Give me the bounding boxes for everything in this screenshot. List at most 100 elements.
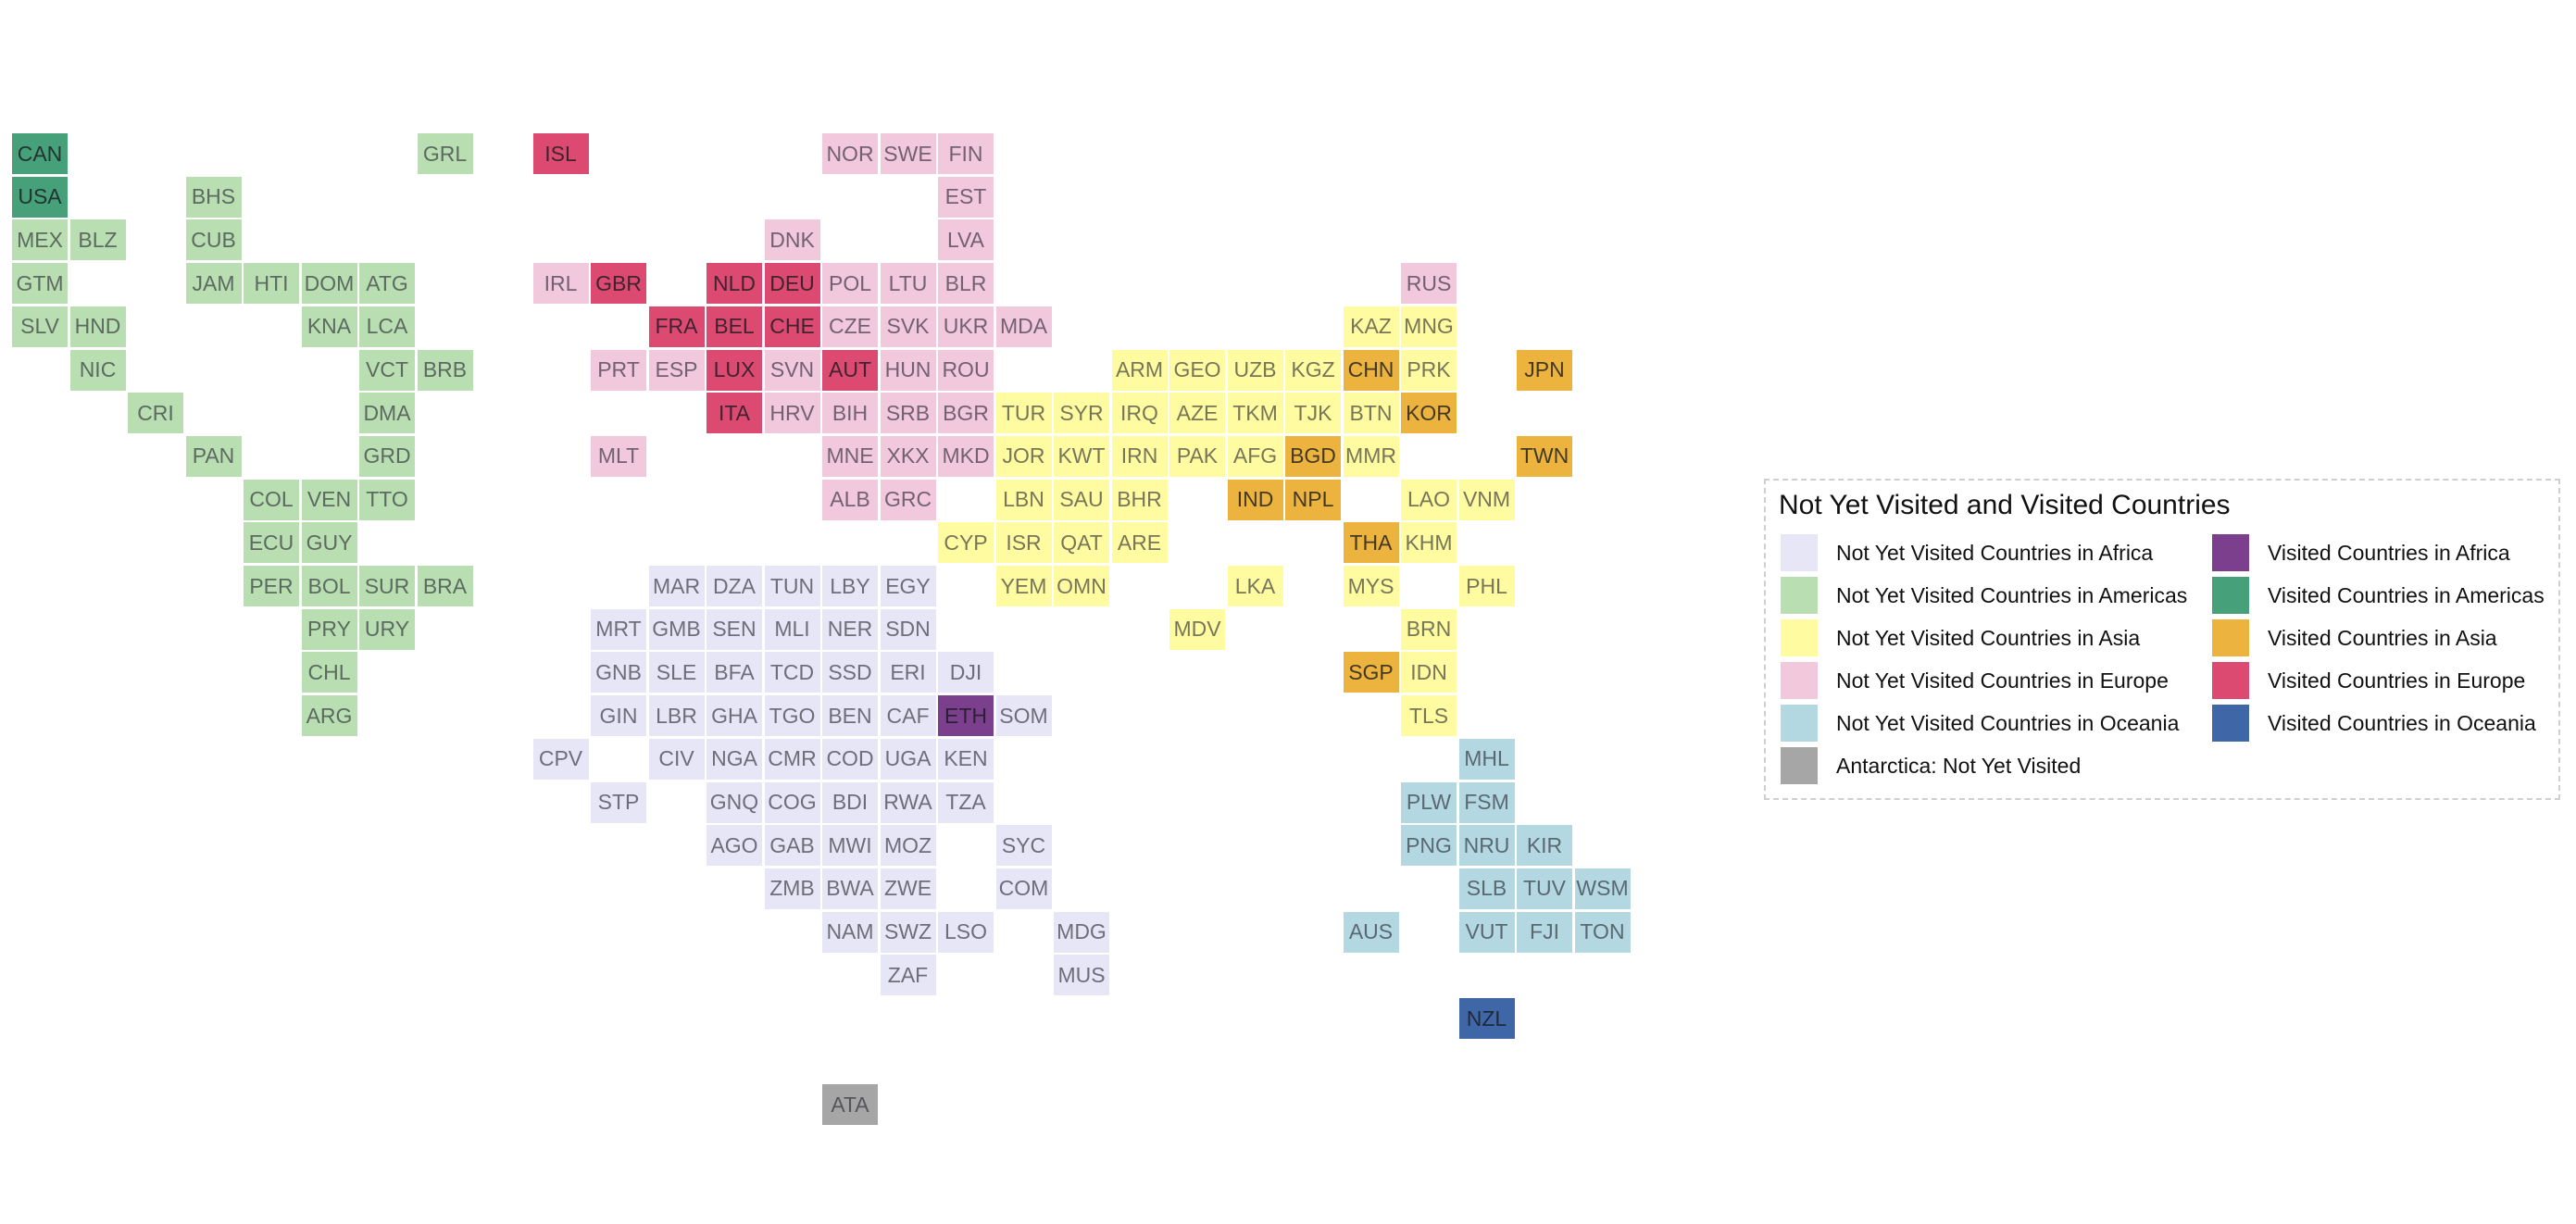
country-tile-rou: ROU — [938, 349, 994, 391]
country-tile-jam: JAM — [185, 263, 242, 305]
country-tile-com: COM — [995, 868, 1052, 909]
country-tile-swz: SWZ — [880, 911, 936, 953]
country-tile-arg: ARG — [301, 695, 357, 737]
country-tile-mne: MNE — [822, 435, 878, 477]
legend-item-africa-visited: Visited Countries in Africa — [2212, 534, 2510, 571]
country-tile-tcd: TCD — [764, 652, 820, 693]
country-tile-atg: ATG — [359, 263, 415, 305]
country-tile-mdg: MDG — [1054, 911, 1109, 953]
country-tile-nga: NGA — [707, 738, 762, 780]
country-tile-phl: PHL — [1458, 566, 1515, 606]
country-tile-tgo: TGO — [764, 695, 820, 737]
country-tile-rwa: RWA — [880, 781, 936, 823]
legend-item-europe-not-visited: Not Yet Visited Countries in Europe — [1781, 662, 2169, 699]
country-tile-dma: DMA — [359, 393, 415, 434]
country-tile-slv: SLV — [12, 306, 68, 347]
country-tile-lux: LUX — [707, 349, 762, 391]
country-tile-cyp: CYP — [938, 522, 994, 564]
country-tile-vct: VCT — [359, 349, 415, 391]
country-tile-pak: PAK — [1169, 435, 1225, 477]
country-tile-sen: SEN — [707, 608, 762, 650]
country-tile-gin: GIN — [591, 695, 646, 737]
country-tile-tur: TUR — [995, 393, 1052, 434]
country-tile-aut: AUT — [822, 349, 878, 391]
legend-swatch — [2212, 662, 2249, 699]
country-tile-blz: BLZ — [69, 219, 126, 261]
country-tile-pry: PRY — [301, 608, 357, 650]
country-tile-tza: TZA — [938, 781, 994, 823]
country-tile-chl: CHL — [301, 652, 357, 693]
country-tile-lva: LVA — [938, 219, 994, 261]
country-tile-ago: AGO — [707, 825, 762, 867]
country-tile-esp: ESP — [648, 349, 705, 391]
country-tile-mkd: MKD — [938, 435, 994, 477]
country-tile-fra: FRA — [648, 306, 705, 347]
legend-item-americas-visited: Visited Countries in Americas — [2212, 577, 2545, 614]
country-tile-isr: ISR — [995, 522, 1052, 564]
country-tile-khm: KHM — [1401, 522, 1457, 564]
country-tile-plw: PLW — [1401, 781, 1457, 823]
country-tile-ken: KEN — [938, 738, 994, 780]
legend-label: Visited Countries in Europe — [2268, 668, 2526, 693]
country-tile-irq: IRQ — [1111, 393, 1168, 434]
country-tile-gnb: GNB — [591, 652, 646, 693]
country-tile-afg: AFG — [1227, 435, 1283, 477]
country-tile-mus: MUS — [1054, 955, 1109, 996]
country-tile-sau: SAU — [1054, 479, 1109, 520]
legend-swatch — [1781, 534, 1818, 571]
country-tile-kgz: KGZ — [1285, 349, 1341, 391]
legend-swatch — [1781, 705, 1818, 742]
country-tile-zwe: ZWE — [880, 868, 936, 909]
country-tile-png: PNG — [1401, 825, 1457, 867]
country-tile-irn: IRN — [1111, 435, 1168, 477]
country-tile-mda: MDA — [995, 306, 1052, 347]
country-tile-syr: SYR — [1054, 393, 1109, 434]
country-tile-bgr: BGR — [938, 393, 994, 434]
country-tile-nld: NLD — [707, 263, 762, 305]
country-tile-fin: FIN — [938, 133, 994, 174]
country-tile-prk: PRK — [1401, 349, 1457, 391]
country-tile-nru: NRU — [1458, 825, 1515, 867]
country-tile-est: EST — [938, 176, 994, 218]
country-tile-bra: BRA — [417, 566, 473, 606]
country-tile-svn: SVN — [764, 349, 820, 391]
country-tile-chn: CHN — [1343, 349, 1399, 391]
country-tile-mng: MNG — [1401, 306, 1457, 347]
country-tile-ven: VEN — [301, 479, 357, 520]
country-tile-mex: MEX — [12, 219, 68, 261]
country-tile-tls: TLS — [1401, 695, 1457, 737]
country-tile-yem: YEM — [995, 566, 1052, 606]
country-tile-mrt: MRT — [591, 608, 646, 650]
country-tile-alb: ALB — [822, 479, 878, 520]
legend-item-asia-visited: Visited Countries in Asia — [2212, 619, 2497, 656]
country-tile-bel: BEL — [707, 306, 762, 347]
legend-item-africa-not-visited: Not Yet Visited Countries in Africa — [1781, 534, 2153, 571]
country-tile-brb: BRB — [417, 349, 473, 391]
country-tile-brn: BRN — [1401, 608, 1457, 650]
country-tile-zmb: ZMB — [764, 868, 820, 909]
country-tile-ton: TON — [1574, 911, 1631, 953]
country-tile-cod: COD — [822, 738, 878, 780]
legend-label: Visited Countries in Asia — [2268, 625, 2497, 650]
country-tile-cog: COG — [764, 781, 820, 823]
country-tile-tun: TUN — [764, 566, 820, 606]
country-tile-gha: GHA — [707, 695, 762, 737]
country-tile-gmb: GMB — [648, 608, 705, 650]
legend-swatch — [2212, 619, 2249, 656]
country-tile-uga: UGA — [880, 738, 936, 780]
country-tile-qat: QAT — [1054, 522, 1109, 564]
country-tile-twn: TWN — [1517, 435, 1572, 477]
country-tile-lca: LCA — [359, 306, 415, 347]
country-tile-ata: ATA — [822, 1084, 878, 1126]
legend-item-antarctica: Antarctica: Not Yet Visited — [1781, 747, 2081, 784]
country-tile-slb: SLB — [1458, 868, 1515, 909]
country-tile-cmr: CMR — [764, 738, 820, 780]
country-tile-kwt: KWT — [1054, 435, 1109, 477]
country-tile-bgd: BGD — [1285, 435, 1341, 477]
legend-label: Visited Countries in Oceania — [2268, 710, 2536, 735]
country-tile-jor: JOR — [995, 435, 1052, 477]
country-tile-mar: MAR — [648, 566, 705, 606]
country-tile-gbr: GBR — [591, 263, 646, 305]
country-tile-tto: TTO — [359, 479, 415, 520]
country-tile-btn: BTN — [1343, 393, 1399, 434]
